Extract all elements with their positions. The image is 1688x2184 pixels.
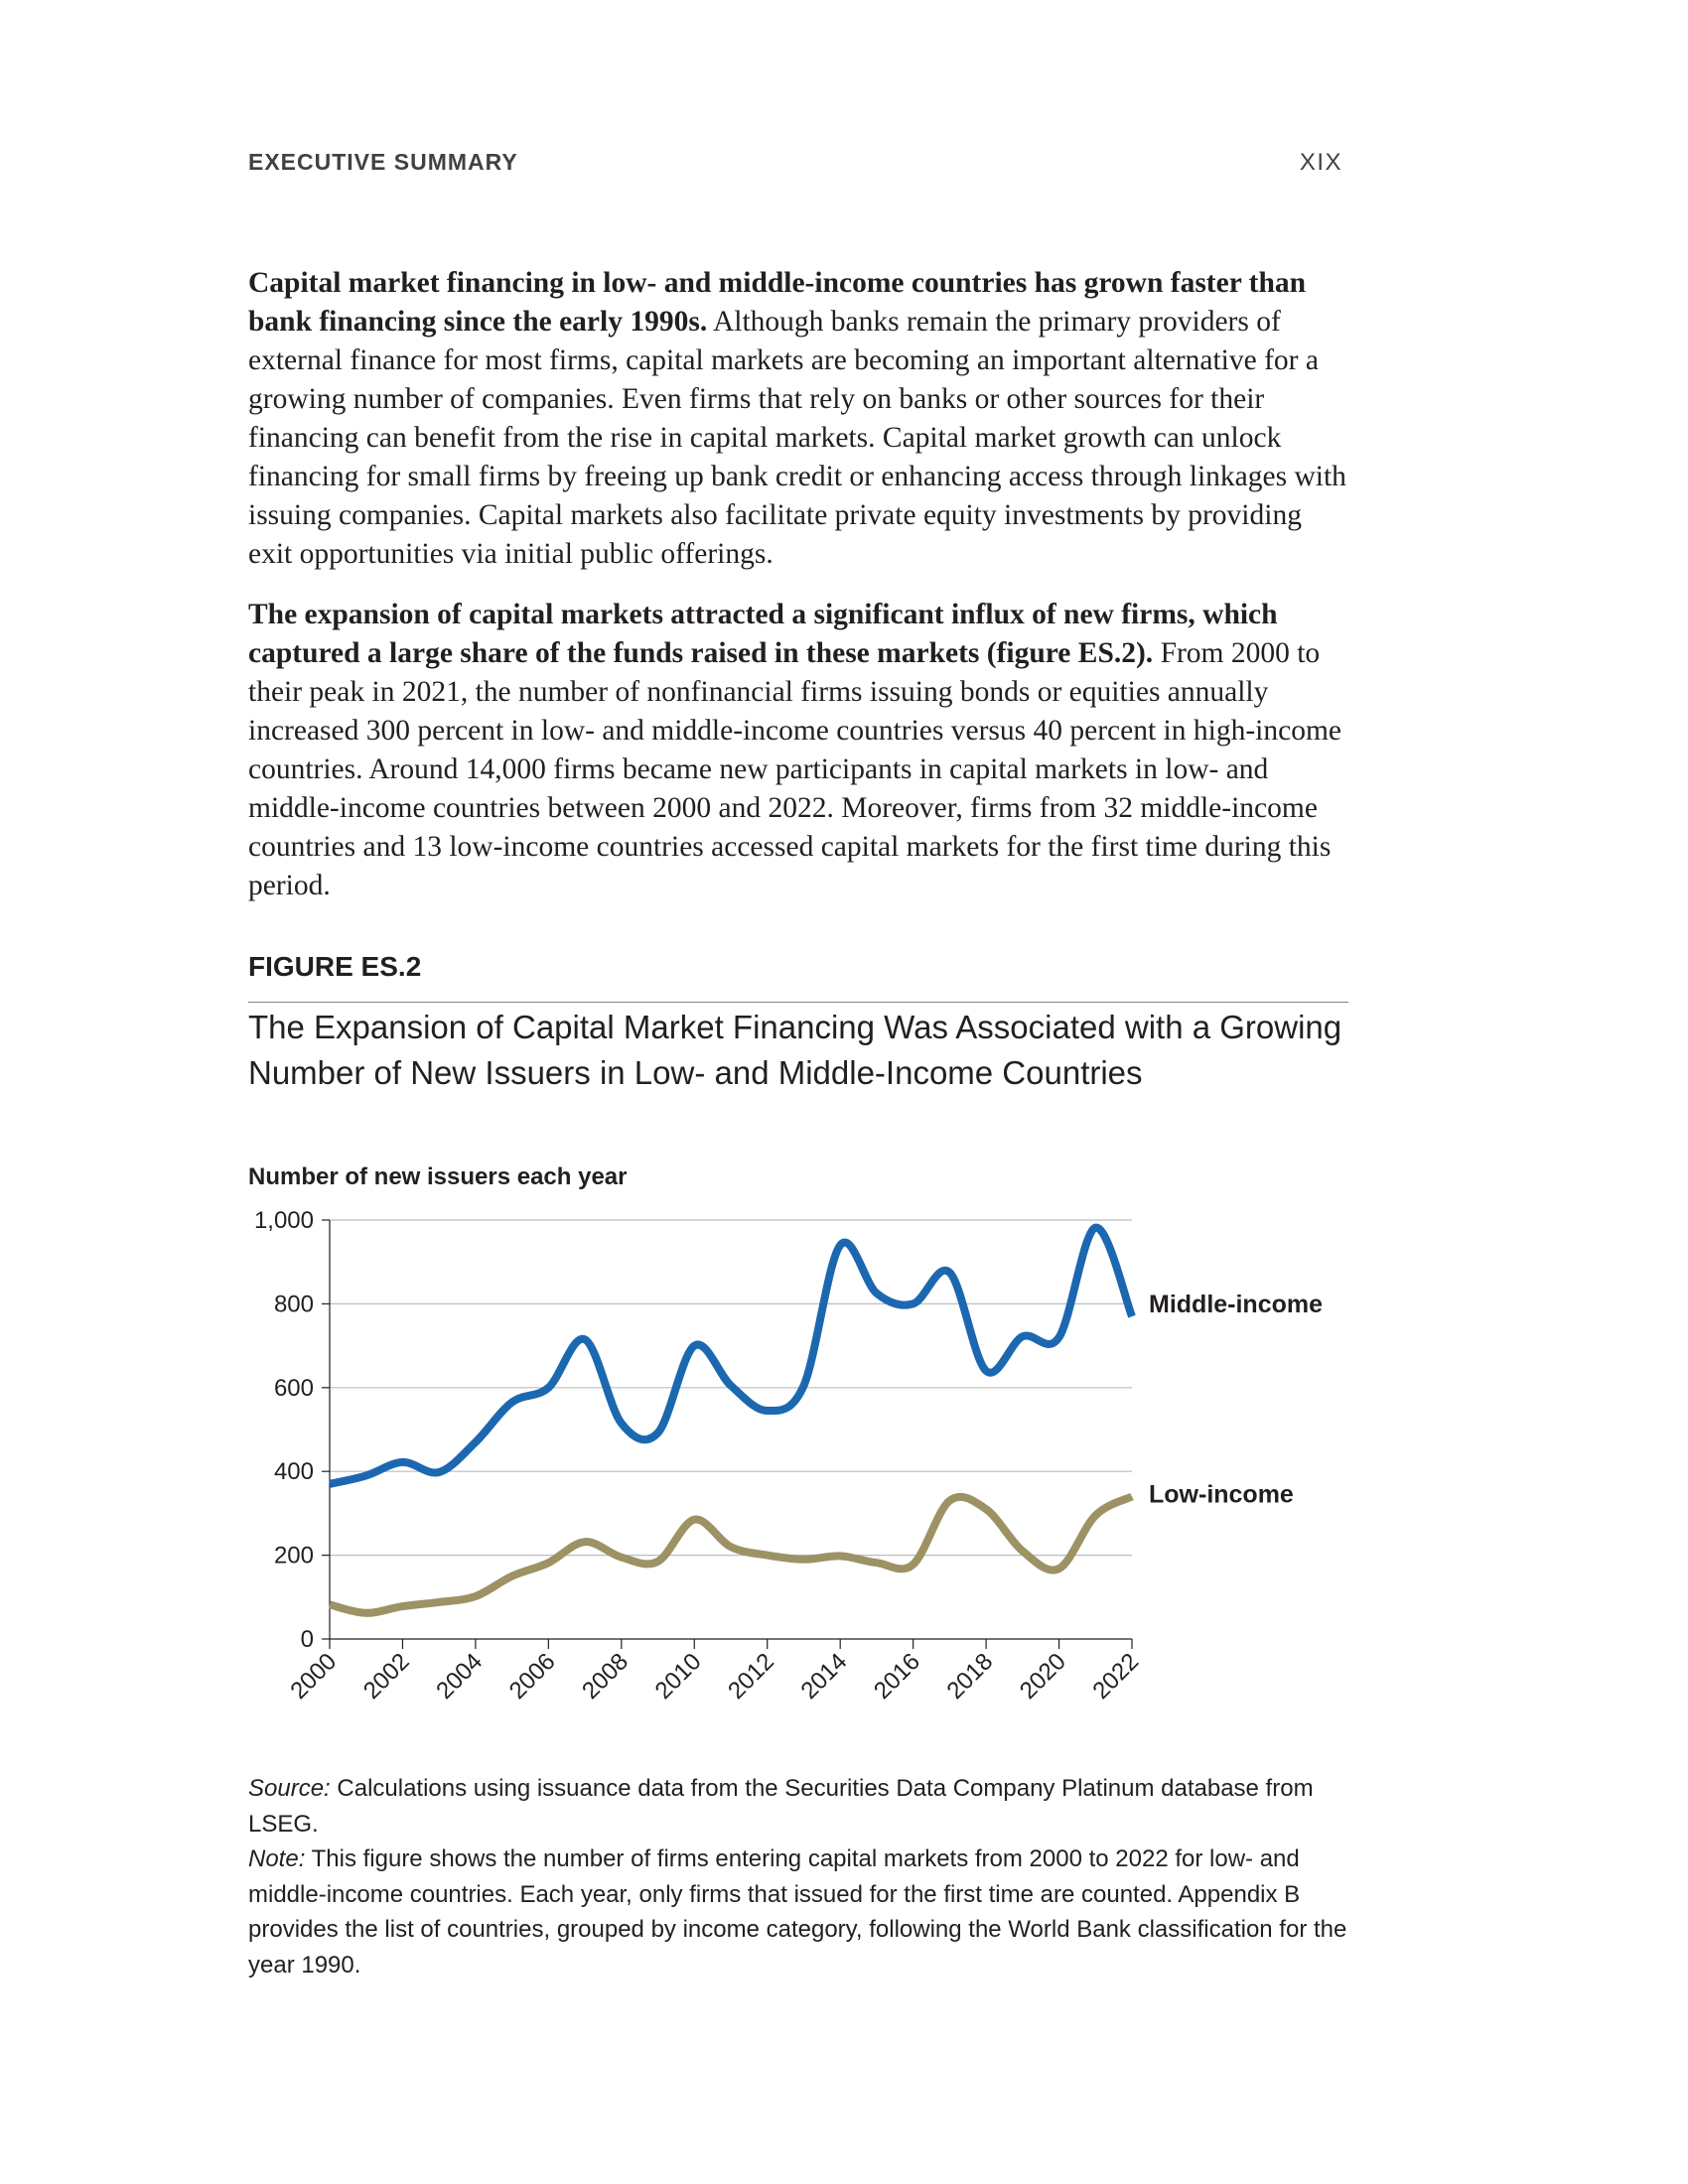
paragraph-new-firms: The expansion of capital markets attract…	[248, 596, 1348, 905]
y-axis-label: Number of new issuers each year	[248, 1163, 628, 1190]
x-tick-label: 2002	[358, 1648, 415, 1705]
figure-source-note: Source: Calculations using issuance data…	[248, 1771, 1350, 1982]
gridlines	[330, 1219, 1132, 1557]
source-label: Source:	[248, 1775, 331, 1802]
x-tick-labels: 2000 2002 2004 2006 2008 2010 2012 2014 2016 2018…	[285, 1648, 1144, 1705]
y-tick-label: 800	[274, 1291, 314, 1317]
figure-label: FIGURE ES.2	[248, 951, 422, 982]
note-text: This figure shows the number of firms en…	[248, 1845, 1347, 1979]
y-tick-label: 0	[301, 1626, 314, 1653]
page-number: XIX	[1299, 149, 1342, 176]
x-tick-label: 2006	[504, 1648, 561, 1705]
series-labels: Middle-income Low-income	[1149, 1291, 1323, 1508]
paragraph-lead: The expansion of capital markets attract…	[248, 599, 1278, 669]
x-tick-label: 2014	[796, 1648, 853, 1705]
figure-title: The Expansion of Capital Market Financin…	[248, 1009, 1342, 1091]
x-tick-label: 2010	[650, 1648, 707, 1705]
y-tick-label: 600	[274, 1375, 314, 1402]
paragraph-lead: Capital market financing in low- and mid…	[248, 267, 1307, 338]
y-tick-label: 1,000	[254, 1207, 314, 1234]
axes	[322, 1219, 1133, 1649]
x-tick-label: 2016	[869, 1648, 925, 1705]
x-tick-label: 2000	[285, 1648, 342, 1705]
y-tick-label: 200	[274, 1543, 314, 1570]
paragraph-body: From 2000 to their peak in 2021, the num…	[248, 637, 1341, 901]
series-line-middle-income	[329, 1223, 1136, 1488]
source-text: Calculations using issuance data from th…	[248, 1775, 1314, 1838]
series-label-low-income: Low-income	[1149, 1481, 1294, 1509]
series-line-low-income	[328, 1492, 1134, 1617]
paragraph-body: Although banks remain the primary provid…	[248, 306, 1346, 570]
x-tick-label: 2020	[1015, 1648, 1071, 1705]
x-tick-label: 2004	[431, 1648, 488, 1705]
x-tick-label: 2022	[1087, 1648, 1144, 1705]
x-tick-label: 2012	[723, 1648, 779, 1705]
figure-divider	[248, 1002, 1348, 1003]
y-tick-labels: 0 200 400 600 800 1,000	[254, 1207, 314, 1653]
x-tick-label: 2008	[577, 1648, 633, 1705]
y-tick-label: 400	[274, 1458, 314, 1485]
running-header-section: EXECUTIVE SUMMARY	[248, 149, 518, 175]
series-lines	[328, 1223, 1136, 1617]
x-tick-label: 2018	[941, 1648, 998, 1705]
series-label-middle-income: Middle-income	[1149, 1291, 1323, 1318]
note-label: Note:	[248, 1845, 306, 1872]
paragraph-capital-market-growth: Capital market financing in low- and mid…	[248, 264, 1348, 574]
